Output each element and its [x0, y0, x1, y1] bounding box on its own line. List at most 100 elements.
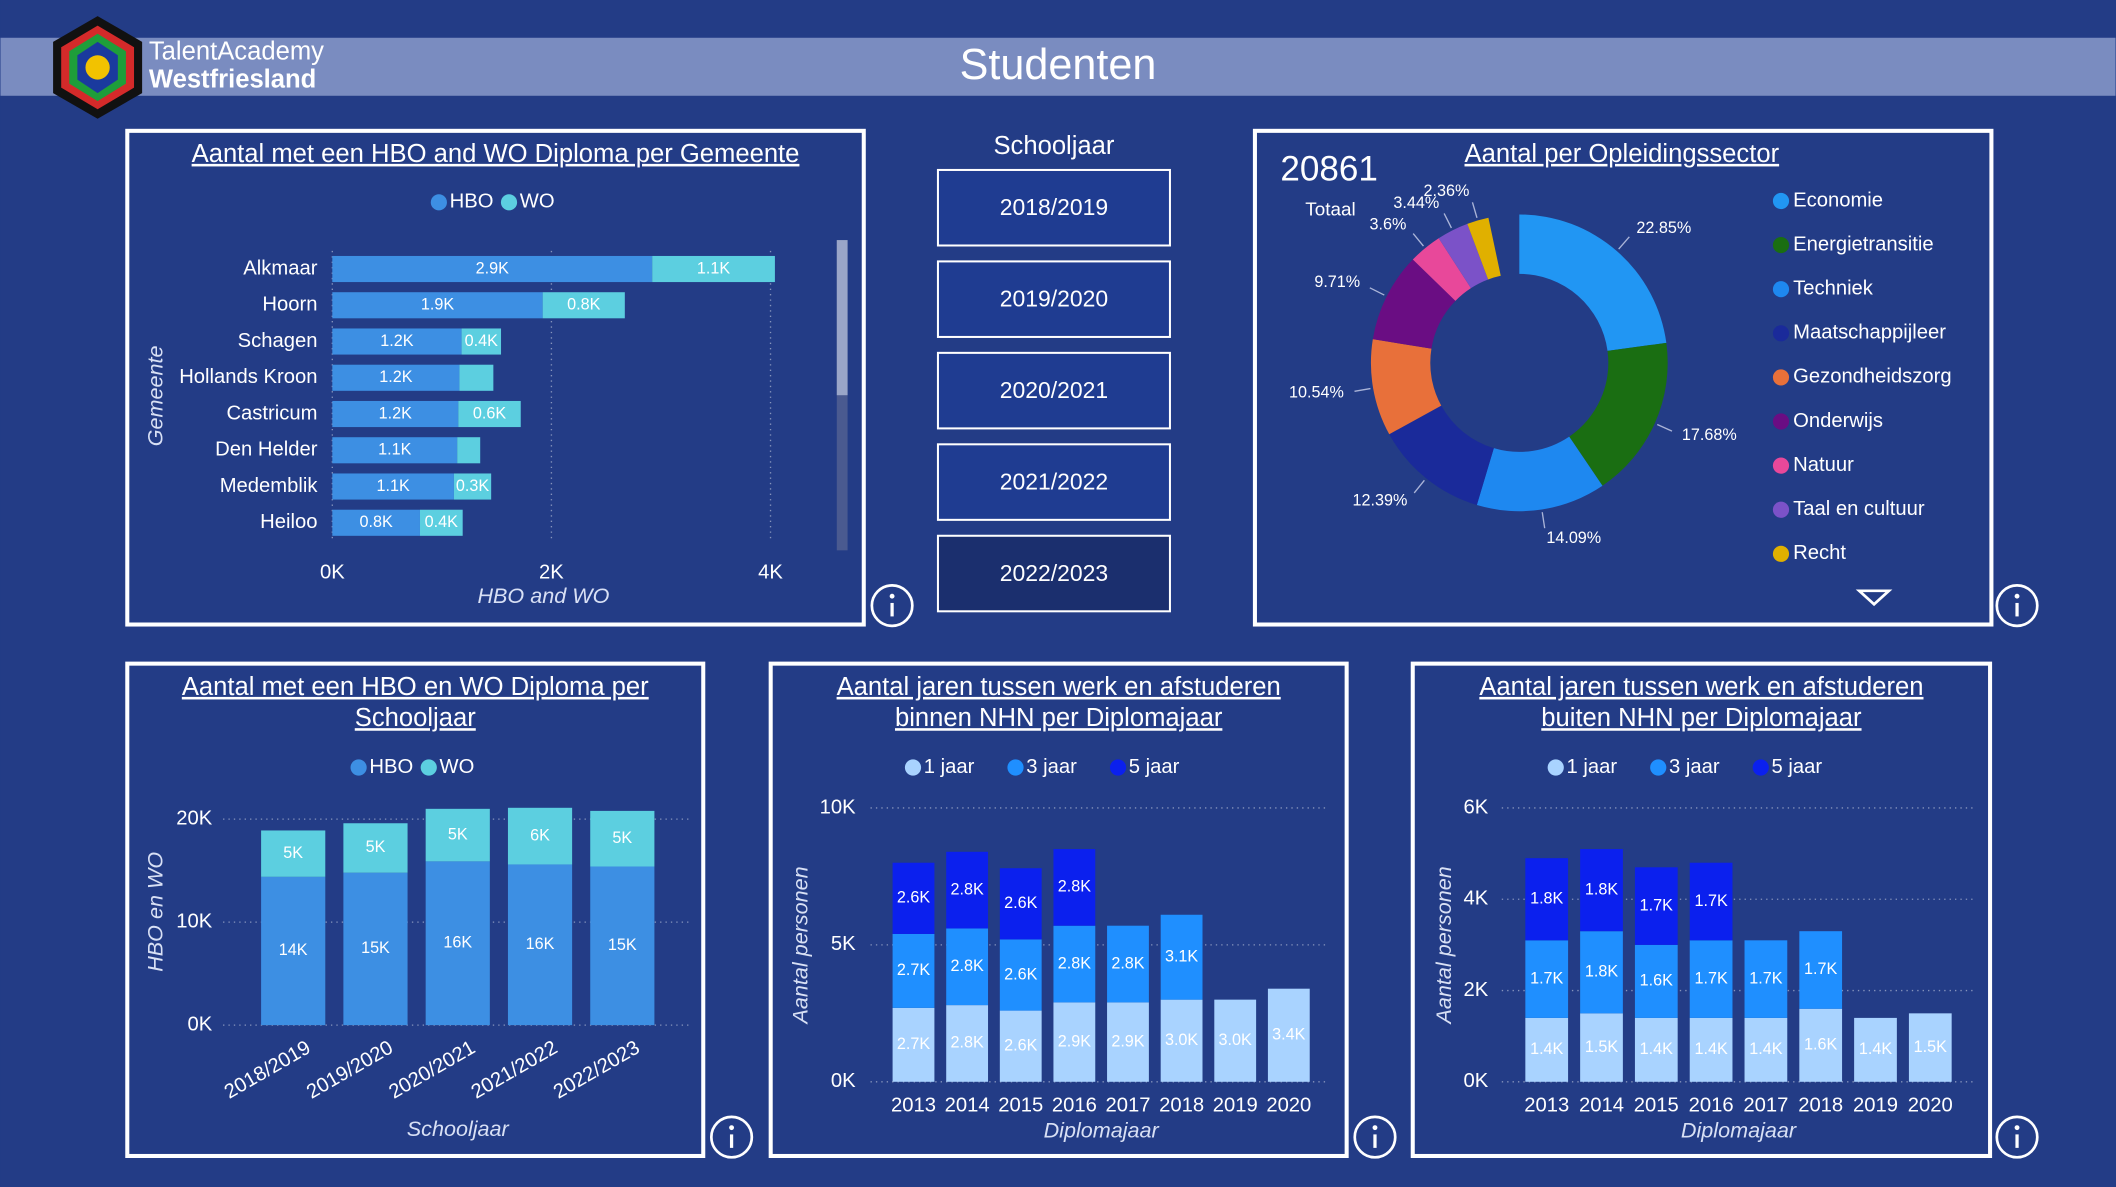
y-axis-title: Aantal personen	[1431, 866, 1456, 1025]
info-icon[interactable]	[1995, 1115, 2039, 1159]
data-label: 1.7K	[1694, 892, 1727, 910]
data-label: 2.6K	[897, 889, 930, 907]
bar-segment	[1854, 1017, 1897, 1082]
x-axis-title: Diplomajaar	[1681, 1117, 1797, 1142]
legend-marker	[1772, 545, 1790, 562]
legend-marker	[500, 194, 518, 211]
slicer-item[interactable]	[936, 351, 1171, 430]
data-label: 1.4K	[1859, 1040, 1892, 1058]
info-icon[interactable]	[709, 1115, 754, 1159]
data-label: 1.2K	[379, 404, 412, 422]
data-label: 2.8K	[950, 957, 983, 975]
info-icon[interactable]	[1995, 584, 2039, 628]
data-label: 1.5K	[1914, 1038, 1947, 1056]
bar-segment	[1525, 940, 1569, 1018]
legend-marker	[420, 759, 437, 776]
data-label: 2.8K	[950, 1034, 983, 1052]
y-tick-label: Schagen	[238, 330, 318, 352]
legend-label: HBO	[450, 191, 494, 213]
data-label: 1.7K	[1530, 969, 1563, 987]
data-label: 3.44%	[1393, 194, 1439, 212]
donut-slice	[1372, 259, 1456, 349]
chart-title: Aantal jaren tussen werk en afstuderen bi…	[837, 673, 1281, 732]
info-icon-dot	[2014, 1125, 2020, 1131]
bar-segment	[261, 876, 326, 1026]
data-label: 1.7K	[1640, 896, 1673, 914]
data-label: 0.6K	[473, 404, 506, 422]
x-tick-label: 2013	[891, 1094, 936, 1116]
data-label: 1.7K	[1694, 969, 1727, 987]
scrollbar-thumb[interactable]	[836, 240, 848, 396]
data-label: 15K	[608, 936, 637, 954]
bar-segment	[1107, 925, 1149, 1003]
slicer-item-label: 2019/2020	[1000, 286, 1108, 312]
data-label: 2.36%	[1424, 182, 1470, 200]
legend-marker	[1752, 759, 1769, 776]
leader-line	[1412, 233, 1424, 247]
x-tick-label: 2018	[1798, 1094, 1843, 1116]
data-label: 1.7K	[1804, 960, 1837, 978]
info-icon[interactable]	[1353, 1115, 1397, 1159]
data-label: 1.2K	[380, 332, 413, 350]
legend-label: Techniek	[1793, 278, 1874, 300]
legend-label: Maatschappijleer	[1793, 322, 1946, 344]
slicer-item[interactable]	[936, 534, 1171, 613]
y-tick-label: Den Helder	[215, 439, 318, 461]
legend-label: WO	[440, 756, 475, 778]
bar-segment	[590, 810, 655, 867]
y-tick-label: Medemblik	[220, 475, 319, 497]
data-label: 22.85%	[1636, 219, 1691, 237]
info-icon-dot	[889, 593, 895, 599]
legend-label: Taal en cultuur	[1793, 498, 1925, 520]
donut-slice	[1370, 339, 1442, 435]
bar-segment	[999, 939, 1042, 1011]
bar-segment	[1580, 849, 1623, 932]
bar-segment	[1634, 1017, 1678, 1082]
y-tick-label: 4K	[1464, 888, 1489, 910]
x-tick-label: 2016	[1052, 1094, 1097, 1116]
bar-segment	[332, 364, 460, 391]
legend-marker	[1772, 281, 1790, 298]
slicer-item[interactable]	[936, 260, 1171, 338]
bar-segment	[459, 364, 494, 391]
legend-label: Gezondheidszorg	[1793, 366, 1951, 388]
data-label: 1.2K	[379, 368, 412, 386]
data-label: 2.6K	[1004, 894, 1037, 912]
bar-segment	[542, 292, 625, 319]
data-label: 14K	[279, 941, 308, 959]
bar-segment	[343, 823, 408, 873]
legend-scroll-arrow[interactable]	[1855, 589, 1893, 607]
bar-segment	[1744, 940, 1788, 1018]
data-label: 1.9K	[421, 296, 454, 314]
x-tick-label: 2020	[1266, 1094, 1311, 1116]
bar-segment	[1689, 1017, 1733, 1082]
slicer-title: Schooljaar	[993, 132, 1114, 160]
x-tick-label: 2017	[1743, 1094, 1788, 1116]
slicer-item[interactable]	[936, 443, 1171, 521]
x-axis-title: HBO and WO	[477, 583, 609, 608]
bar-segment	[652, 255, 775, 283]
data-label: 5K	[283, 844, 303, 862]
data-label: 1.4K	[1530, 1040, 1563, 1058]
data-label: 1.8K	[1585, 963, 1618, 981]
leader-line	[1656, 423, 1673, 432]
data-label: 1.1K	[697, 259, 730, 277]
donut-slice	[1389, 405, 1494, 506]
bar-segment	[1214, 999, 1257, 1082]
bar-segment	[332, 473, 454, 500]
chart-title: Aantal per Opleidingssector	[1465, 140, 1780, 168]
total-label: Totaal	[1305, 199, 1355, 220]
slicer-item[interactable]	[936, 168, 1171, 247]
donut-slice	[1438, 223, 1489, 289]
y-tick-label: Hoorn	[262, 294, 317, 316]
info-icon[interactable]	[870, 584, 914, 628]
y-tick-label: 6K	[1464, 796, 1489, 818]
chart-title: Aantal jaren tussen werk en afstuderen bu…	[1479, 673, 1923, 732]
total-value: 20861	[1280, 150, 1378, 189]
leader-line	[1618, 236, 1630, 250]
bar-segment	[261, 830, 326, 877]
data-label: 3.0K	[1165, 1031, 1198, 1049]
x-tick-label: 2014	[945, 1094, 990, 1116]
bar-segment	[507, 864, 573, 1026]
slicer-item-label: 2020/2021	[1000, 377, 1108, 403]
